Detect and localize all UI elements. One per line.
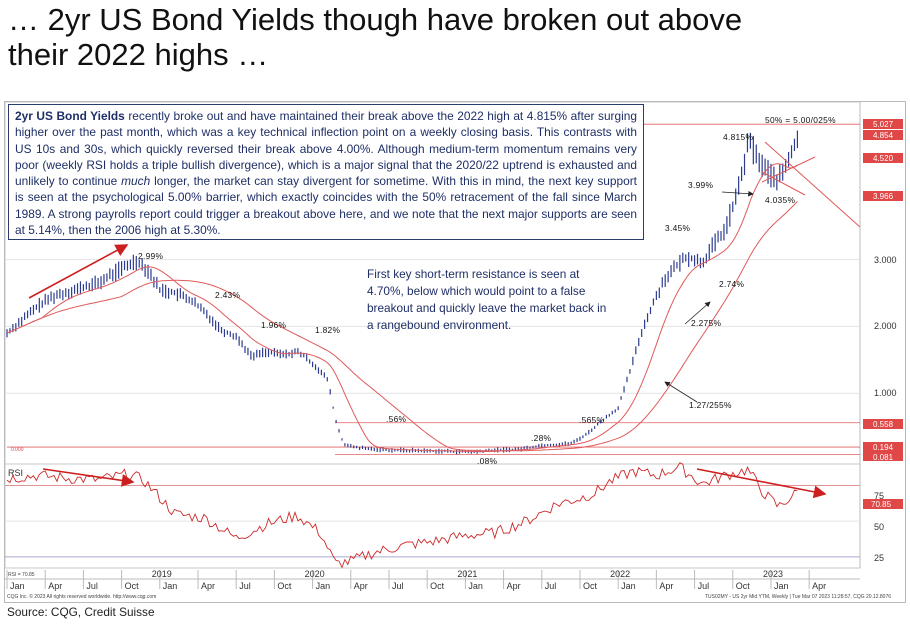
price-label-4854: 4.854 [873,131,894,140]
ytick-1: 1.000 [874,388,897,398]
plabel-182: 1.82% [315,325,341,335]
plabel-274: 2.74% [719,279,745,289]
year-label-2023: 2023 [763,569,783,579]
month-label-13: Apr [507,581,521,591]
month-label-17: Apr [659,581,673,591]
month-label-0: Jan [10,581,25,591]
rsi-panel [4,463,861,569]
year-label-2022: 2022 [610,569,630,579]
plabel-056: .56% [386,414,407,424]
rsi-line [6,462,798,569]
month-label-10: Jul [392,581,404,591]
price-label-4520: 4.520 [873,154,894,163]
month-label-5: Apr [201,581,215,591]
footer-left: CQG Inc. © 2023 All rights reserved worl… [7,593,156,600]
ma-13-line [6,163,798,453]
commentary-box: 2yr US Bond Yields recently broke out an… [8,104,644,240]
yield-chart: 3.000 2.000 1.000 5.027 4.854 4.520 3.96… [4,101,903,600]
year-label-2019: 2019 [152,569,172,579]
ytick-3: 3.000 [874,255,897,265]
rsi-label: 70.85 [871,500,892,509]
plabel-345: 3.45% [665,223,691,233]
commentary-lead: 2yr US Bond Yields [15,109,125,123]
month-label-1: Apr [48,581,62,591]
price-label-box-0081 [863,452,903,461]
month-label-9: Apr [354,581,368,591]
plabel-299: 2.99% [138,251,164,261]
commentary-emphasis: much [121,174,151,189]
rsi-label-box [863,499,903,509]
plabel-127: 1.27/255% [689,400,732,410]
price-label-box-0194 [863,442,903,452]
plabel-008: .08% [477,456,498,466]
month-label-11: Oct [430,581,445,591]
rsi-tick-50: 50 [874,522,884,532]
month-label-15: Oct [583,581,598,591]
footer-right: TUS02MY - US 2yr Mid YTM, Weekly | Tue M… [705,594,891,600]
month-label-4: Jan [163,581,178,591]
month-label-6: Jul [239,581,251,591]
headline-line-1: … 2yr US Bond Yields though have broken … [8,2,743,37]
month-label-14: Jul [545,581,557,591]
year-label-2021: 2021 [457,569,477,579]
rsi-tick-75: 75 [874,491,884,501]
commentary-part-2: longer, the market can stay divergent fo… [15,174,637,238]
month-label-8: Jan [316,581,331,591]
plabel-0565: .565% [579,415,605,425]
plabel-50pct: 50% = 5.00/025% [765,115,836,125]
trend-arrow-up [28,244,129,299]
plabel-243: 2.43% [215,290,241,300]
plabel-4815: 4.815% [723,132,753,142]
price-label-3966: 3.966 [873,192,894,201]
plabel-2275: 2.275% [691,318,721,328]
month-label-16: Jan [621,581,636,591]
decor-layer [28,141,861,499]
downtrend-line [764,141,861,228]
month-label-18: Jul [698,581,710,591]
price-label-5027: 5.027 [873,120,894,129]
price-label-0558: 0.558 [873,420,894,429]
pointer-2275 [684,301,711,325]
plabel-4035: 4.035% [765,195,795,205]
ma-40-line [6,201,798,452]
channel-line-lower [761,171,806,196]
rsi-layer [5,462,860,569]
price-layer [6,130,799,455]
pointer-399 [721,190,754,197]
ytick-2: 2.000 [874,321,897,331]
plabel-399: 3.99% [688,180,714,190]
source-note: Source: CQG, Credit Suisse [7,605,155,619]
year-label-2020: 2020 [305,569,325,579]
month-label-20: Jan [774,581,789,591]
month-label-3: Oct [125,581,140,591]
price-label-box-3966 [863,191,903,201]
rsi-tick-25: 25 [874,553,884,563]
x-axis: Jan Apr Jul Oct Jan Apr Jul Oct Jan Apr Jul Oct Jan A… [6,569,826,591]
plabel-028: .28% [531,433,552,443]
rsi-arrow-right [696,468,827,499]
headline-line-2: their 2022 highs … [8,37,269,72]
month-label-21: Apr [812,581,826,591]
zero-label: 0.000 [11,447,24,453]
month-label-12: Jan [468,581,483,591]
price-label-box-4854 [863,130,903,140]
rsi-axis-label: RSI [8,468,23,478]
price-label-box-5027 [863,119,903,129]
rsi-arrow-left [42,468,135,487]
headline: … 2yr US Bond Yields though have broken … [8,2,898,72]
resistance-annotation: First key short-term resistance is seen … [367,267,607,332]
commentary-part-1: recently broke out and have maintained t… [15,109,637,189]
price-label-0194: 0.194 [873,443,894,452]
rsi-readout: RSI = 70.85 [8,572,35,578]
price-label-box-4520 [863,153,903,163]
plabel-196: 1.96% [261,320,287,330]
price-label-box-0558 [863,419,903,429]
price-label-0081: 0.081 [873,453,894,462]
channel-line-upper [761,156,816,183]
month-label-19: Oct [736,581,751,591]
month-label-7: Oct [277,581,292,591]
month-label-2: Jul [86,581,98,591]
pointer-127 [664,381,698,403]
